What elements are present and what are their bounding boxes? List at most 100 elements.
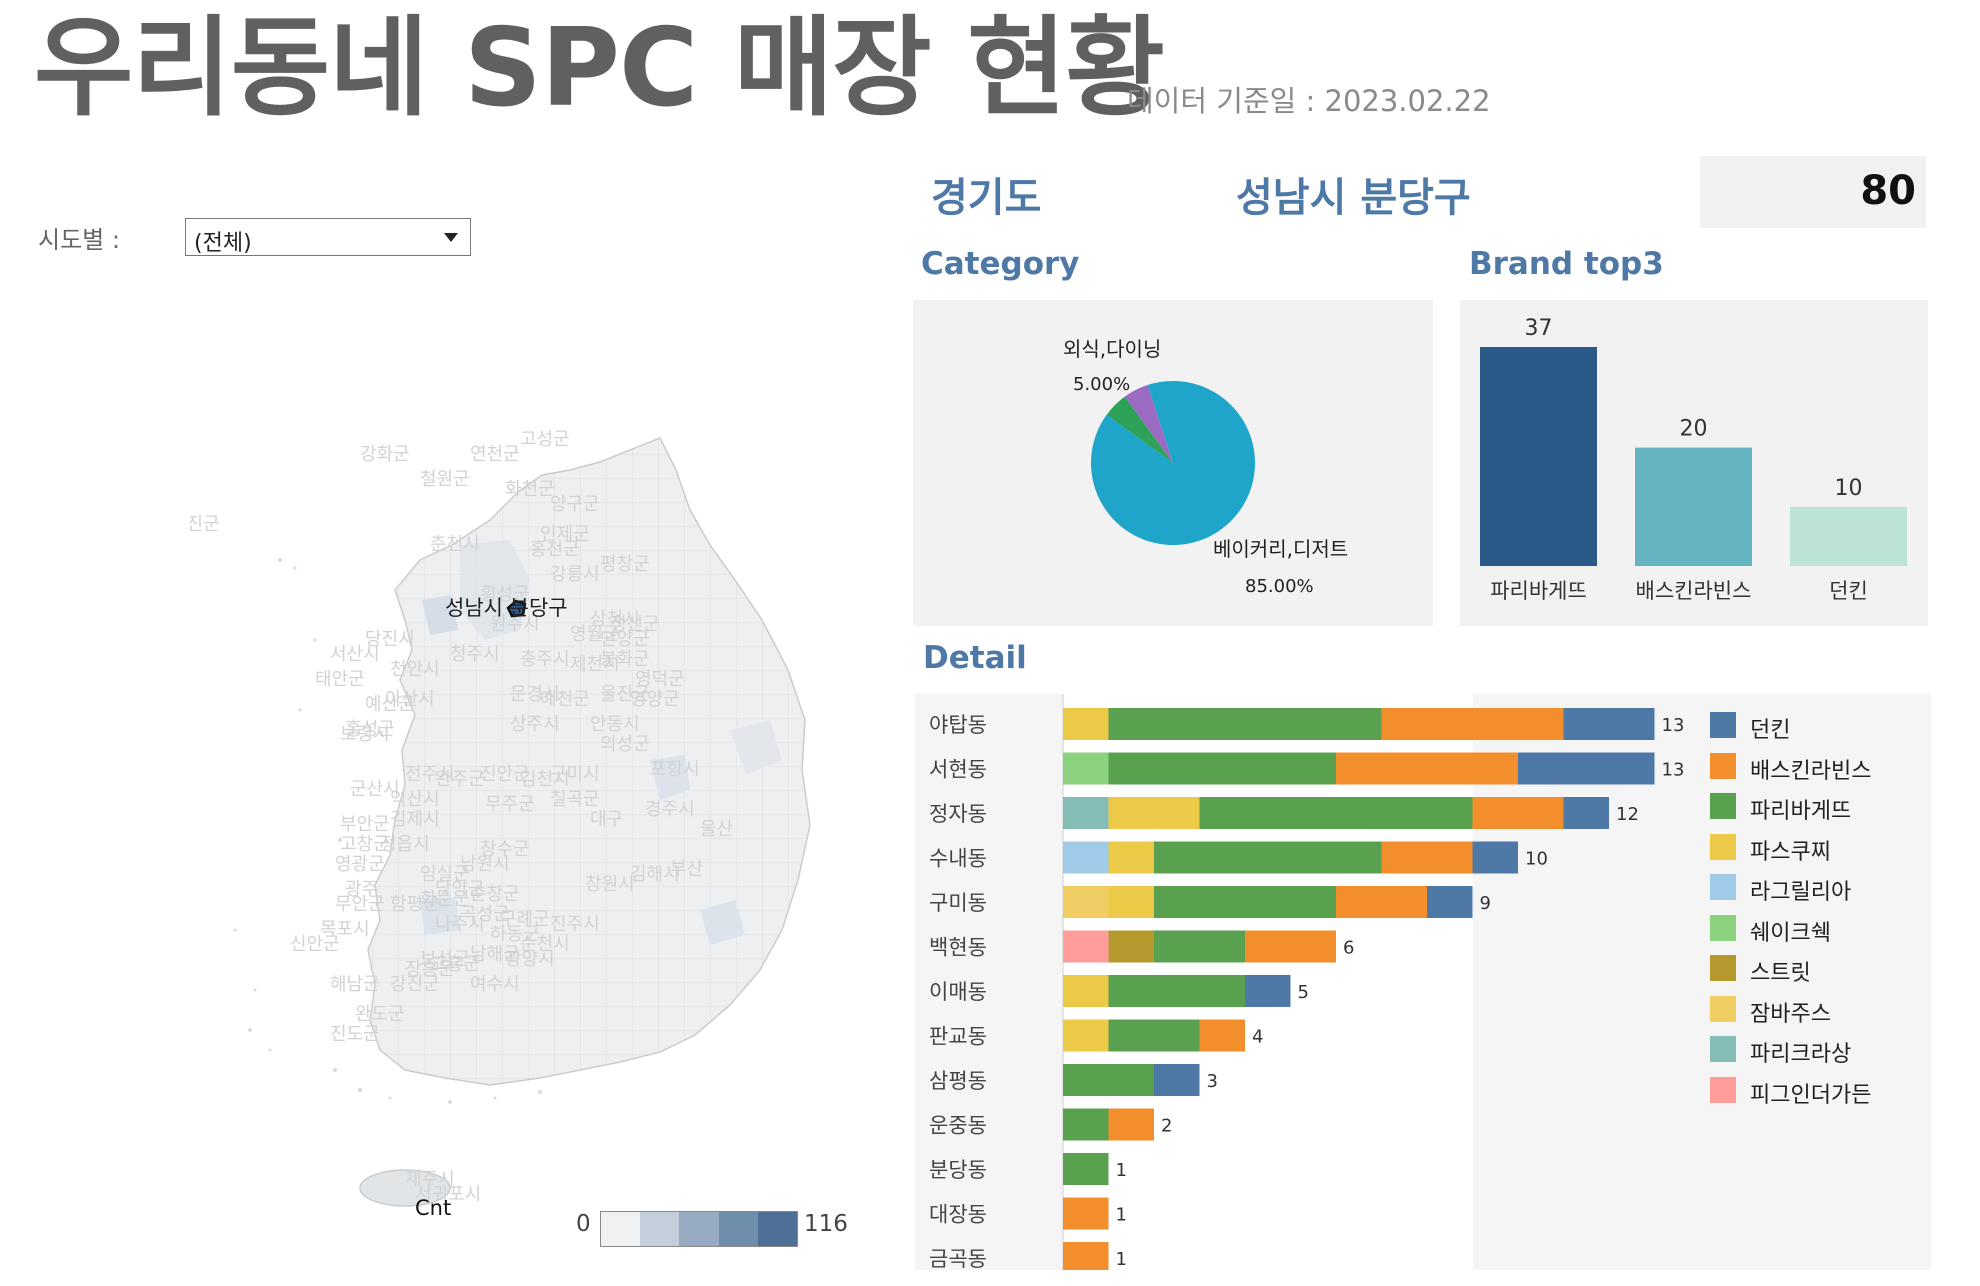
detail-bar-segment[interactable] — [1427, 886, 1473, 918]
map-region-label: 봉화군 — [600, 649, 650, 670]
detail-bar-segment[interactable] — [1563, 797, 1610, 829]
map-region-label: 상주시 — [510, 714, 560, 735]
brand-bar-label: 배스킨라빈스 — [1636, 579, 1752, 603]
brand-bar[interactable] — [1790, 506, 1907, 566]
map-region-label: 남해군 — [470, 944, 520, 965]
pie-slice[interactable] — [1124, 385, 1173, 463]
selected-region-marker[interactable] — [506, 599, 527, 618]
brand-bar[interactable] — [1635, 447, 1752, 566]
detail-bar-segment[interactable] — [1336, 886, 1427, 918]
map-region-label: 아산시 — [385, 689, 435, 710]
map-region-label: 화순군 — [420, 889, 470, 910]
detail-bar-segment[interactable] — [1063, 1242, 1109, 1274]
detail-row-label: 야탑동 — [929, 713, 987, 737]
chevron-down-icon[interactable] — [444, 233, 458, 242]
detail-bar-segment[interactable] — [1063, 1064, 1154, 1096]
detail-bar-segment[interactable] — [1108, 975, 1246, 1007]
map-region-label: 목포시 — [320, 919, 370, 940]
map-region-label: 김천시 — [520, 769, 570, 790]
brand-bar[interactable] — [1480, 347, 1597, 566]
legend-swatch — [718, 1212, 758, 1246]
detail-bar-segment[interactable] — [1108, 886, 1155, 918]
detail-bar-segment[interactable] — [1563, 708, 1655, 740]
detail-bar-segment[interactable] — [1154, 930, 1245, 963]
sido-select-value: (전체) — [194, 231, 252, 256]
detail-bar-segment[interactable] — [1381, 841, 1473, 874]
map-region-label: 경주시 — [645, 799, 695, 820]
detail-bar-segment[interactable] — [1063, 1108, 1109, 1141]
sido-name: 경기도 — [931, 175, 1042, 221]
detail-bar-segment[interactable] — [1063, 797, 1109, 829]
detail-bar-segment[interactable] — [1245, 975, 1291, 1007]
map-region-label: 충주시 — [520, 649, 570, 670]
map-region-label: 영월군 — [570, 624, 620, 645]
pie-slice[interactable] — [1147, 381, 1173, 463]
legend-swatch — [679, 1212, 719, 1246]
detail-row-total: 2 — [1161, 1116, 1172, 1137]
detail-bar-segment[interactable] — [1108, 708, 1382, 740]
detail-bar-segment[interactable] — [1336, 752, 1518, 785]
jeju-island[interactable] — [359, 1169, 451, 1207]
map-region-label: 의성군 — [600, 734, 650, 755]
detail-bar-segment[interactable] — [1108, 1108, 1155, 1141]
detail-bar-segment[interactable] — [1154, 1064, 1200, 1096]
brand-panel: 37 파리바게뜨 20 배스킨라빈스 10 던킨 — [1460, 300, 1928, 626]
pie-slice-label: 외식,다이닝 — [1063, 337, 1161, 361]
brand-bar-chart[interactable]: 37 파리바게뜨 20 배스킨라빈스 10 던킨 — [1460, 300, 1928, 626]
pie-slice[interactable] — [1106, 396, 1173, 463]
detail-row-total: 9 — [1480, 893, 1491, 914]
detail-bar-segment[interactable] — [1063, 1197, 1109, 1230]
category-pie-chart[interactable]: 베이커리,디저트 85.00% 외식,다이닝 5.00% — [913, 300, 1433, 626]
detail-row-total: 10 — [1525, 849, 1548, 870]
map-region-label: 고성군 — [520, 430, 570, 450]
detail-bar-segment[interactable] — [1518, 752, 1655, 785]
map-region-label: 김해시 — [630, 864, 680, 885]
detail-bar-segment[interactable] — [1063, 1019, 1109, 1052]
detail-bar-segment[interactable] — [1063, 886, 1109, 918]
detail-panel: 야탑동 13 서현동 13 정자동 12 수내동 10 구미동 9 백현동 6 이매동 5 판교동 4 삼평동 3… — [915, 694, 1931, 1274]
detail-bar-segment[interactable] — [1472, 797, 1564, 829]
legend-label: 던킨 — [1750, 718, 1791, 743]
legend-label: 파리크라상 — [1750, 1042, 1852, 1067]
detail-bar-segment[interactable] — [1108, 930, 1155, 963]
legend-swatch — [1710, 1076, 1736, 1103]
detail-bar-segment[interactable] — [1108, 752, 1337, 785]
detail-bar-segment[interactable] — [1063, 841, 1109, 874]
map-region-label: 홍천군 — [530, 539, 580, 560]
map-region-label: 고흥군 — [430, 954, 480, 975]
detail-bar-segment[interactable] — [1108, 797, 1200, 829]
detail-bar-segment[interactable] — [1381, 708, 1564, 740]
detail-title: Detail — [923, 640, 1027, 676]
detail-bar-segment[interactable] — [1063, 930, 1109, 963]
map-region-label: 인제군 — [540, 524, 590, 545]
detail-bar-segment[interactable] — [1472, 841, 1519, 874]
brand-bar-label: 던킨 — [1829, 579, 1868, 603]
detail-bar-segment[interactable] — [1154, 841, 1382, 874]
detail-bar-segment[interactable] — [1063, 752, 1109, 785]
detail-bar-segment[interactable] — [1108, 1019, 1200, 1052]
map-region-label: 영덕군 — [635, 669, 685, 690]
map-region-label: 완주군 — [435, 769, 485, 790]
pie-slice-label: 베이커리,디저트 — [1213, 537, 1348, 561]
sido-select[interactable]: (전체) — [185, 218, 471, 256]
map-region-label: 횡성군 — [480, 584, 530, 605]
map-region-label: 포항시 — [650, 759, 700, 780]
legend-label: 배스킨라빈스 — [1750, 758, 1872, 784]
detail-bar-segment[interactable] — [1199, 1019, 1246, 1052]
detail-bar-segment[interactable] — [1199, 797, 1473, 829]
legend-swatch — [1710, 955, 1736, 981]
detail-bar-segment[interactable] — [1154, 886, 1336, 918]
map-region-label: 순천시 — [520, 934, 570, 955]
detail-bar-segment[interactable] — [1063, 708, 1109, 740]
map-legend-title: Cnt — [415, 1196, 451, 1220]
detail-bar-segment[interactable] — [1063, 1153, 1109, 1185]
detail-bar-segment[interactable] — [1108, 841, 1155, 874]
detail-bar-segment[interactable] — [1063, 975, 1109, 1007]
detail-bar-segment[interactable] — [1245, 930, 1336, 963]
map-region-label: 삼척시 — [590, 609, 640, 630]
legend-label: 파스쿠찌 — [1750, 839, 1831, 865]
map-region-label: 강화군 — [360, 444, 410, 465]
